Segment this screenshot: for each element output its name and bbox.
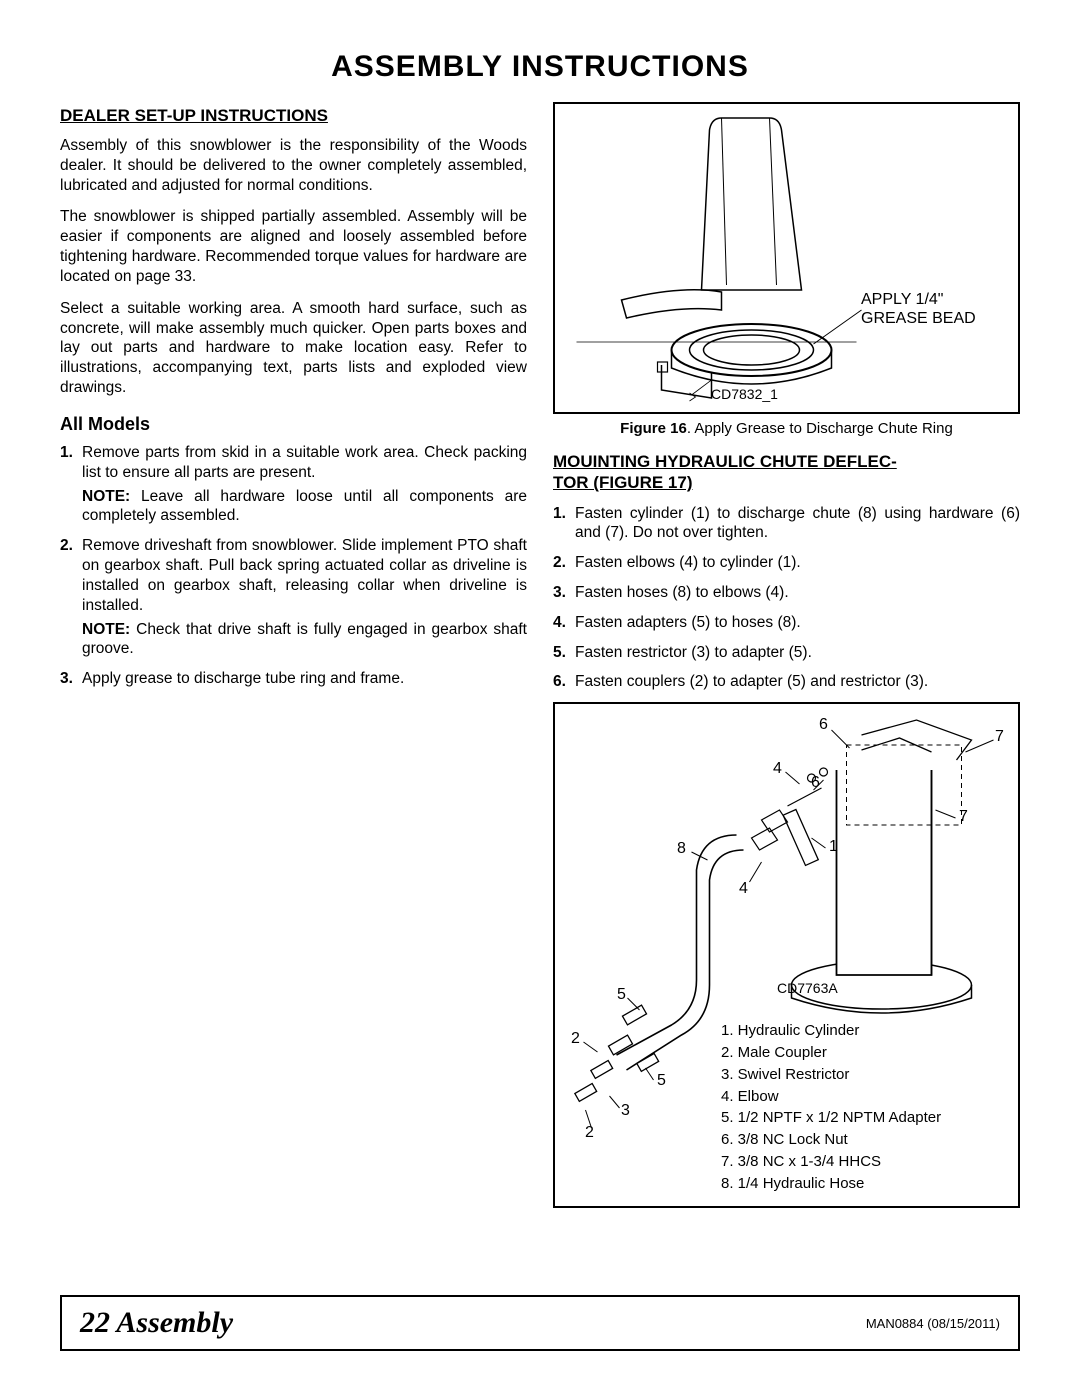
- all-models-subhead: All Models: [60, 414, 527, 435]
- parts-item: 7. 3/8 NC x 1-3/4 HHCS: [721, 1151, 941, 1173]
- caption-text: . Apply Grease to Discharge Chute Ring: [687, 420, 953, 437]
- figure-number: Figure 16: [620, 420, 687, 437]
- footer-section-name: Assembly: [110, 1306, 233, 1339]
- figure-16-diagram: APPLY 1/4" GREASE BEAD CD7832_1: [561, 110, 1012, 406]
- footer-page-number: 22: [80, 1306, 110, 1339]
- list-text: Fasten elbows (4) to cylinder (1).: [575, 554, 801, 571]
- cd-label-17: CD7763A: [777, 980, 838, 996]
- parts-item: 6. 3/8 NC Lock Nut: [721, 1129, 941, 1151]
- figure-17-box: 6 7 4 6 7 1 4 8 5 2 5 3 2 CD7763A 1. Hyd…: [553, 702, 1020, 1208]
- note-paragraph: NOTE: Check that drive shaft is fully en…: [82, 620, 527, 660]
- list-item: Fasten hoses (8) to elbows (4).: [575, 583, 1020, 603]
- dealer-setup-heading: DEALER SET-UP INSTRUCTIONS: [60, 106, 527, 126]
- list-text: Fasten hoses (8) to elbows (4).: [575, 584, 789, 601]
- list-text: Remove driveshaft from snowblower. Slide…: [82, 537, 527, 613]
- parts-item: 3. Swivel Restrictor: [721, 1064, 941, 1086]
- figure-16-caption: Figure 16. Apply Grease to Discharge Chu…: [553, 420, 1020, 437]
- footer-page-section: 22 Assembly: [80, 1306, 233, 1340]
- list-item: Fasten restrictor (3) to adapter (5).: [575, 643, 1020, 663]
- intro-paragraph-2: The snowblower is shipped partially asse…: [60, 207, 527, 286]
- note-paragraph: NOTE: Leave all hardware loose until all…: [82, 487, 527, 527]
- callout-6a: 6: [819, 716, 828, 734]
- heading-line2: TOR (FIGURE 17): [553, 473, 692, 492]
- footer-docid: MAN0884 (08/15/2011): [866, 1316, 1000, 1331]
- callout-2b: 2: [585, 1124, 594, 1142]
- figure-17-diagram: 6 7 4 6 7 1 4 8 5 2 5 3 2 CD7763A 1. Hyd…: [561, 710, 1012, 1200]
- list-text: Remove parts from skid in a suitable wor…: [82, 444, 527, 481]
- intro-paragraph-1: Assembly of this snowblower is the respo…: [60, 136, 527, 195]
- cd-label: CD7832_1: [711, 386, 778, 402]
- parts-list: 1. Hydraulic Cylinder 2. Male Coupler 3.…: [721, 1020, 941, 1194]
- page-title: ASSEMBLY INSTRUCTIONS: [60, 50, 1020, 84]
- note-label: NOTE:: [82, 621, 130, 638]
- callout-4b: 4: [739, 880, 748, 898]
- content-columns: DEALER SET-UP INSTRUCTIONS Assembly of t…: [60, 102, 1020, 1214]
- chute-diagram-svg: [561, 110, 1012, 406]
- callout-1: 1: [829, 838, 838, 856]
- left-column: DEALER SET-UP INSTRUCTIONS Assembly of t…: [60, 102, 527, 1214]
- callout-7a: 7: [995, 728, 1004, 746]
- figure-16-box: APPLY 1/4" GREASE BEAD CD7832_1: [553, 102, 1020, 414]
- heading-line1: MOUINTING HYDRAULIC CHUTE DEFLEC-: [553, 452, 897, 471]
- hydraulic-chute-heading: MOUINTING HYDRAULIC CHUTE DEFLEC- TOR (F…: [553, 451, 1020, 494]
- list-item: Fasten couplers (2) to adapter (5) and r…: [575, 672, 1020, 692]
- callout-6b: 6: [811, 774, 820, 792]
- callout-5b: 5: [657, 1072, 666, 1090]
- callout-4a: 4: [773, 760, 782, 778]
- note-text: Leave all hardware loose until all compo…: [82, 488, 527, 525]
- list-item: Fasten elbows (4) to cylinder (1).: [575, 553, 1020, 573]
- right-column: APPLY 1/4" GREASE BEAD CD7832_1 Figure 1…: [553, 102, 1020, 1214]
- callout-5a: 5: [617, 986, 626, 1004]
- callout-3: 3: [621, 1102, 630, 1120]
- list-text: Fasten adapters (5) to hoses (8).: [575, 614, 801, 631]
- parts-item: 2. Male Coupler: [721, 1042, 941, 1064]
- list-item: Remove parts from skid in a suitable wor…: [82, 443, 527, 526]
- callout-line1: APPLY 1/4": [861, 291, 943, 308]
- parts-item: 8. 1/4 Hydraulic Hose: [721, 1173, 941, 1195]
- note-text: Check that drive shaft is fully engaged …: [82, 621, 527, 658]
- parts-item: 5. 1/2 NPTF x 1/2 NPTM Adapter: [721, 1107, 941, 1129]
- callout-7b: 7: [959, 808, 968, 826]
- list-item: Remove driveshaft from snowblower. Slide…: [82, 536, 527, 659]
- callout-8: 8: [677, 840, 686, 858]
- callout-2a: 2: [571, 1030, 580, 1048]
- list-text: Fasten cylinder (1) to discharge chute (…: [575, 505, 1020, 542]
- list-text: Fasten couplers (2) to adapter (5) and r…: [575, 673, 928, 690]
- page-footer: 22 Assembly MAN0884 (08/15/2011): [60, 1295, 1020, 1351]
- all-models-list: Remove parts from skid in a suitable wor…: [60, 443, 527, 689]
- note-label: NOTE:: [82, 488, 130, 505]
- grease-callout: APPLY 1/4" GREASE BEAD: [861, 290, 976, 328]
- list-item: Apply grease to discharge tube ring and …: [82, 669, 527, 689]
- parts-item: 1. Hydraulic Cylinder: [721, 1020, 941, 1042]
- parts-item: 4. Elbow: [721, 1086, 941, 1108]
- hydraulic-steps-list: Fasten cylinder (1) to discharge chute (…: [553, 504, 1020, 693]
- list-item: Fasten adapters (5) to hoses (8).: [575, 613, 1020, 633]
- list-text: Fasten restrictor (3) to adapter (5).: [575, 644, 812, 661]
- list-item: Fasten cylinder (1) to discharge chute (…: [575, 504, 1020, 544]
- intro-paragraph-3: Select a suitable working area. A smooth…: [60, 299, 527, 398]
- list-text: Apply grease to discharge tube ring and …: [82, 670, 404, 687]
- callout-line2: GREASE BEAD: [861, 310, 976, 327]
